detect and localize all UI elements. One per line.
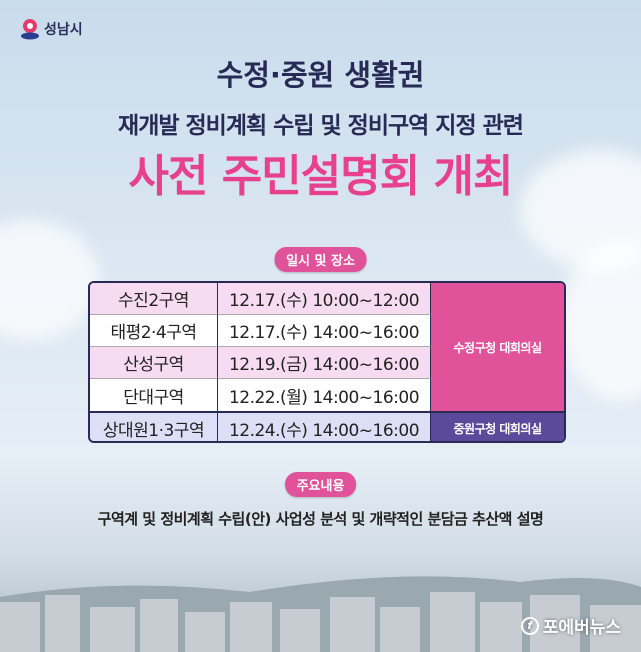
area-cell: 산성구역 — [90, 347, 218, 379]
datetime-cell: 12.24.(수) 14:00~16:00 — [218, 411, 431, 441]
title-main: 사전 주민설명회 개최 — [128, 151, 514, 202]
schedule-table: 수진2구역 12.17.(수) 10:00~12:00 태평2·4구역 12.1… — [88, 281, 566, 443]
title-line-1: 수정·중원 생활권 — [216, 58, 425, 92]
area-cell: 태평2·4구역 — [90, 315, 218, 347]
watermark: f 포에버뉴스 — [520, 613, 621, 638]
venue-sujeong: 수정구청 대회의실 — [431, 283, 564, 411]
area-cell: 수진2구역 — [90, 283, 218, 315]
venue-jungwon: 중원구청 대회의실 — [431, 411, 564, 441]
seongnam-logo: 성남시 — [20, 18, 83, 40]
city-skyline-image — [0, 576, 641, 652]
content-text: 구역계 및 정비계획 수립(안) 사업성 분석 및 개략적인 분담금 추산액 설… — [97, 510, 544, 528]
cloud — [0, 220, 100, 340]
datetime-cell: 12.22.(월) 14:00~16:00 — [218, 379, 431, 411]
logo-name: 성남시 — [44, 22, 83, 38]
datetime-cell: 12.17.(수) 14:00~16:00 — [218, 315, 431, 347]
area-cell: 단대구역 — [90, 379, 218, 411]
title-line-2: 재개발 정비계획 수립 및 정비구역 지정 관련 — [118, 113, 524, 139]
datetime-cell: 12.19.(금) 14:00~16:00 — [218, 347, 431, 379]
content-badge: 주요내용 — [284, 472, 357, 497]
forever-news-logo-icon: f — [520, 616, 539, 635]
schedule-badge: 일시 및 장소 — [274, 247, 367, 272]
datetime-cell: 12.17.(수) 10:00~12:00 — [218, 283, 431, 315]
watermark-text: 포에버뉴스 — [542, 618, 621, 638]
area-cell: 상대원1·3구역 — [90, 411, 218, 441]
seongnam-emblem-icon — [21, 19, 39, 40]
